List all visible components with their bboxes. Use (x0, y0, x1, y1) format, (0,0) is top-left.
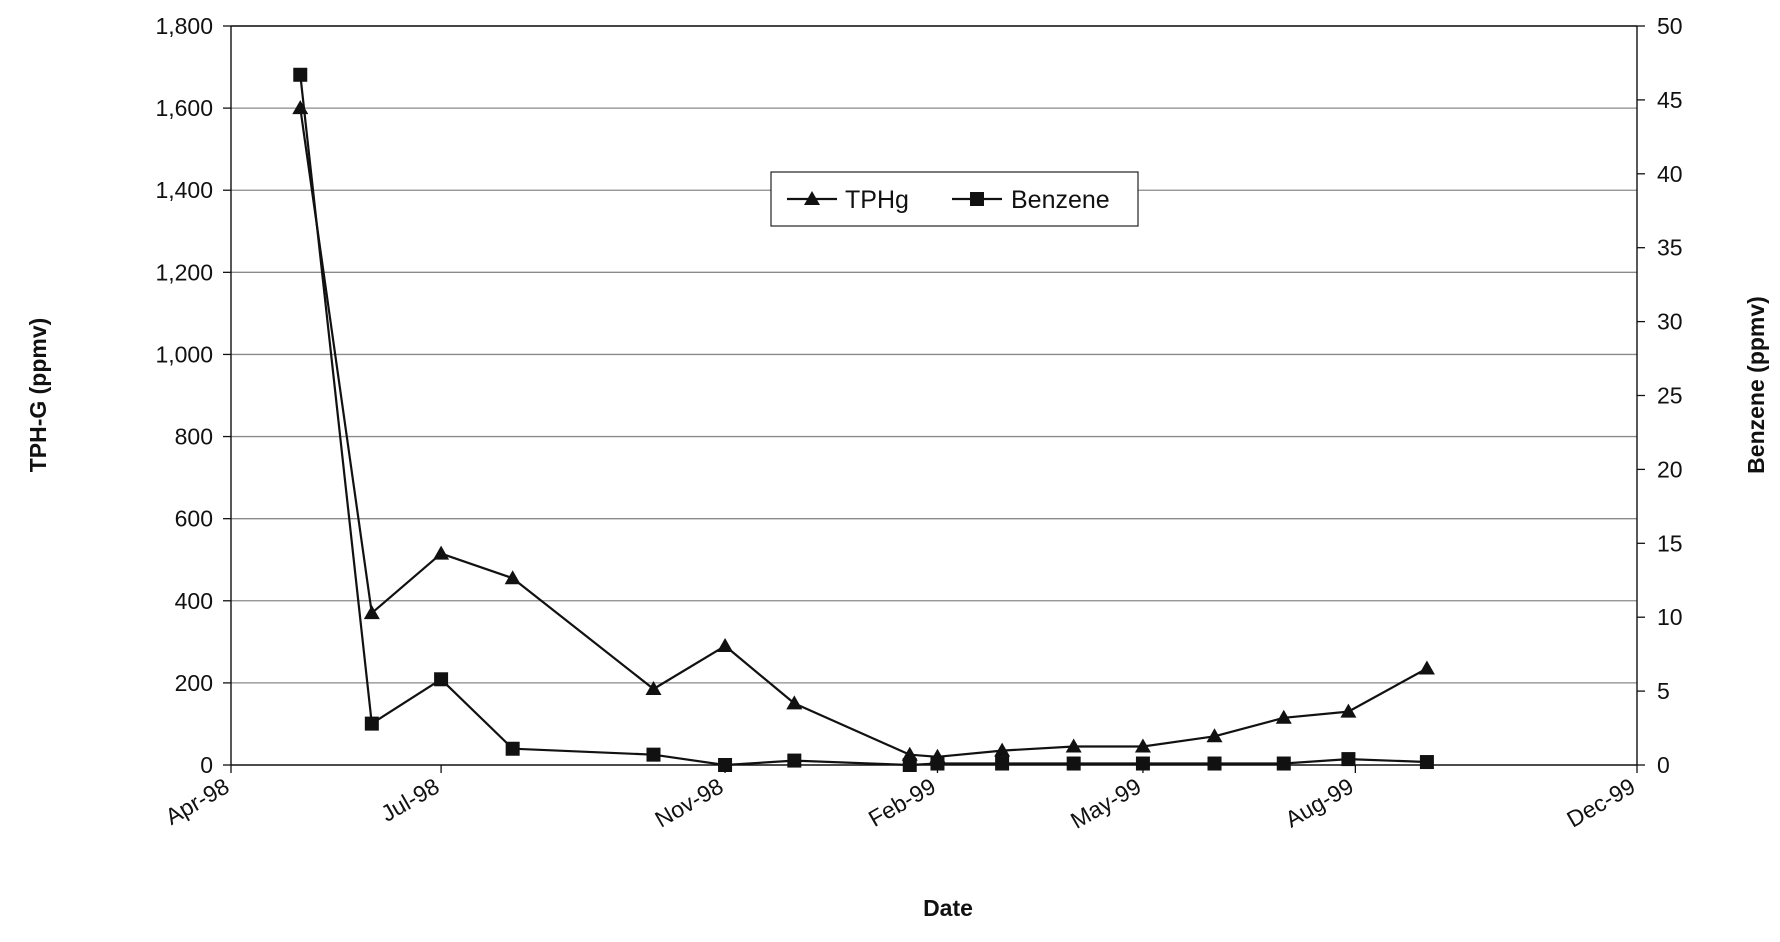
data-point-benzene (1066, 756, 1081, 771)
data-point-benzene (1341, 752, 1356, 767)
y-right-tick-label: 5 (1657, 678, 1670, 704)
legend-label-benzene: Benzene (1011, 186, 1110, 214)
plot-area (231, 26, 1637, 765)
data-point-benzene (1135, 756, 1150, 771)
data-point-benzene (293, 67, 308, 82)
y-left-tick-label: 800 (175, 424, 213, 450)
y-right-tick-label: 15 (1657, 530, 1683, 556)
series-benzene (293, 67, 1434, 772)
data-point-benzene (364, 716, 379, 731)
series-line-tphg (299, 107, 1428, 758)
legend: TPHg Benzene (770, 171, 1139, 227)
data-point-benzene (505, 741, 520, 756)
data-point-benzene (1419, 755, 1434, 770)
data-point-tphg (363, 605, 380, 620)
data-point-benzene (1207, 756, 1222, 771)
data-point-tphg (504, 570, 521, 585)
series-group (292, 67, 1435, 772)
data-point-tphg (786, 695, 803, 710)
legend-triangle-icon (804, 191, 820, 205)
data-point-tphg (1206, 728, 1223, 743)
y-right-tick-label: 50 (1657, 13, 1683, 39)
legend-square-icon (970, 192, 984, 206)
y-axis-right-title: Benzene (ppmv) (1743, 296, 1769, 474)
y-left-tick-label: 600 (175, 506, 213, 532)
y-left-tick-label: 200 (175, 670, 213, 696)
legend-label-tphg: TPHg (845, 186, 909, 214)
y-right-tick-label: 30 (1657, 309, 1683, 335)
data-point-tphg (1134, 738, 1151, 753)
data-point-benzene (930, 756, 945, 771)
y-left-tick-label: 1,600 (155, 95, 213, 121)
data-point-benzene (434, 672, 449, 687)
data-point-benzene (1276, 756, 1291, 771)
y-right-tick-label: 10 (1657, 604, 1683, 630)
y-right-tick-label: 25 (1657, 383, 1683, 409)
y-right-tick-label: 20 (1657, 456, 1683, 482)
y-axis-left-title: TPH-G (ppmv) (25, 318, 51, 473)
data-point-tphg (433, 545, 450, 560)
data-point-tphg (901, 746, 918, 761)
y-right-tick-label: 45 (1657, 87, 1683, 113)
y-left-tick-label: 400 (175, 588, 213, 614)
data-point-tphg (1418, 660, 1435, 675)
data-point-tphg (1340, 703, 1357, 718)
data-point-tphg (645, 681, 662, 696)
data-point-tphg (717, 637, 734, 652)
y-right-tick-label: 0 (1657, 752, 1670, 778)
data-point-benzene (902, 758, 917, 772)
data-point-benzene (787, 753, 802, 768)
y-right-tick-label: 35 (1657, 235, 1683, 261)
y-left-tick-label: 1,200 (155, 259, 213, 285)
y-left-tick-label: 1,400 (155, 177, 213, 203)
y-left-tick-label: 0 (200, 752, 213, 778)
data-point-benzene (646, 747, 661, 762)
data-point-tphg (994, 742, 1011, 757)
y-right-tick-label: 40 (1657, 161, 1683, 187)
series-line-benzene (299, 74, 1427, 767)
y-left-tick-label: 1,000 (155, 341, 213, 367)
y-left-tick-label: 1,800 (155, 13, 213, 39)
x-axis-title: Date (923, 895, 973, 921)
data-point-tphg (1275, 709, 1292, 724)
data-point-benzene (718, 758, 733, 772)
data-point-tphg (1065, 738, 1082, 753)
axes: 0 200 400 600 800 1,000 1,200 1,400 1,600 1,800 0 5… (155, 13, 1682, 834)
data-point-benzene (995, 756, 1010, 771)
